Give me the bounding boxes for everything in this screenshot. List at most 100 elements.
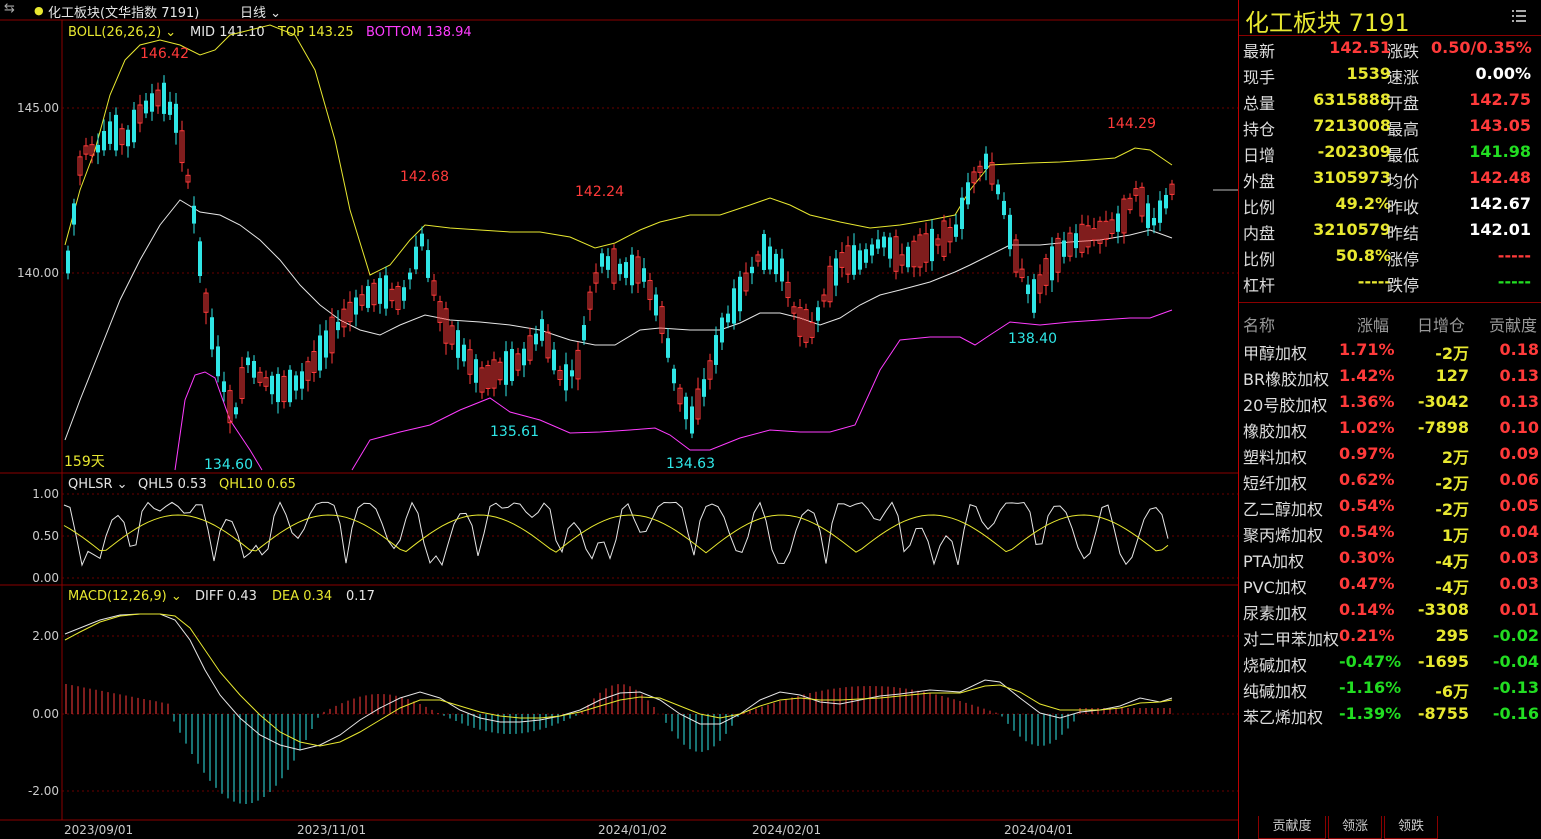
candle-body	[137, 104, 143, 124]
contribution-row[interactable]: 纯碱加权 -1.16% -6万 -0.13	[1239, 678, 1541, 704]
contract-oi-change: -4万	[1435, 552, 1469, 571]
date-label: 2024/04/01	[1004, 823, 1073, 837]
contract-oi-change: -1695	[1417, 652, 1469, 671]
quote-label: 外盘	[1243, 172, 1276, 191]
candle-body	[899, 254, 905, 266]
candle-body	[720, 317, 724, 343]
candle-body	[443, 308, 449, 344]
days-label: 159天	[64, 454, 105, 470]
candle-body	[858, 250, 862, 270]
candle-body	[497, 361, 503, 381]
tab-leading-gainers[interactable]: 领涨	[1328, 816, 1382, 839]
high-annotation: 142.24	[575, 184, 624, 200]
contract-oi-change: -6万	[1435, 682, 1469, 701]
candle-body	[192, 205, 196, 224]
candle-body	[300, 371, 304, 389]
period-selector[interactable]: 日线 ⌄	[240, 6, 282, 21]
contract-name: 甲醇加权	[1243, 344, 1308, 363]
contract-change: 0.30%	[1339, 548, 1395, 567]
chart-area[interactable]: 145.00 140.00 1.00 0.50 0.00 2.00 0.00 -…	[0, 0, 1238, 839]
boll-mid: MID 141.10	[190, 25, 265, 40]
col-oi-header[interactable]: 日增仓	[1417, 316, 1466, 335]
candle-body	[774, 253, 778, 275]
quote-row: 总量 6315888 开盘 142.75	[1239, 90, 1541, 116]
menu-icon[interactable]	[1511, 8, 1529, 24]
contract-change: 0.62%	[1339, 470, 1395, 489]
candle-body	[378, 278, 382, 304]
arrows-icon[interactable]: ⇆	[4, 1, 15, 16]
candle-body	[618, 263, 622, 275]
contract-name: 尿素加权	[1243, 604, 1308, 623]
candle-body	[954, 224, 958, 237]
contract-oi-change: 2万	[1441, 448, 1469, 467]
candle-body	[702, 379, 706, 397]
contribution-row[interactable]: 聚丙烯加权 0.54% 1万 0.04	[1239, 522, 1541, 548]
contribution-row[interactable]: 烧碱加权 -0.47% -1695 -0.04	[1239, 652, 1541, 678]
candle-body	[384, 275, 388, 309]
contract-contribution: -0.04	[1492, 652, 1539, 671]
contribution-row[interactable]: 尿素加权 0.14% -3308 0.01	[1239, 600, 1541, 626]
quote-row: 比例 50.8% 涨停 -----	[1239, 246, 1541, 272]
candle-body	[821, 294, 827, 302]
col-name-header[interactable]: 名称	[1243, 316, 1276, 335]
contract-contribution: 0.10	[1499, 418, 1539, 437]
boll-top-line	[64, 24, 1173, 276]
candle-body	[1074, 233, 1078, 249]
candle-body	[1055, 237, 1061, 273]
contract-name: PTA加权	[1243, 552, 1305, 571]
contribution-row[interactable]: 甲醇加权 1.71% -2万 0.18	[1239, 340, 1541, 366]
contribution-row[interactable]: 苯乙烯加权 -1.39% -8755 -0.16	[1239, 704, 1541, 730]
contribution-row[interactable]: 塑料加权 0.97% 2万 0.09	[1239, 444, 1541, 470]
contract-change: 0.97%	[1339, 444, 1395, 463]
contribution-row[interactable]: 短纤加权 0.62% -2万 0.06	[1239, 470, 1541, 496]
contract-name: 聚丙烯加权	[1243, 526, 1324, 545]
col-chg-header[interactable]: 涨幅	[1357, 316, 1390, 335]
candle-body	[83, 145, 89, 155]
quote-value: 142.75	[1469, 90, 1531, 109]
candle-body	[876, 239, 880, 249]
date-label: 2023/09/01	[64, 823, 133, 837]
candle-body	[114, 114, 118, 151]
quote-label: 比例	[1243, 250, 1276, 269]
quote-value: 142.48	[1469, 168, 1531, 187]
quote-value: -----	[1497, 246, 1531, 265]
candle-body	[108, 121, 112, 144]
date-label: 2023/11/01	[297, 823, 366, 837]
col-contrib-header[interactable]: 贡献度	[1489, 316, 1538, 335]
candle-body	[366, 286, 370, 308]
quote-label: 开盘	[1387, 94, 1420, 113]
candle-body	[1158, 200, 1162, 223]
qhl5-line	[63, 501, 1169, 567]
contribution-row[interactable]: BR橡胶加权 1.42% 127 0.13	[1239, 366, 1541, 392]
contract-change: -1.39%	[1339, 704, 1402, 723]
contract-name: 乙二醇加权	[1243, 500, 1324, 519]
contribution-row[interactable]: 乙二醇加权 0.54% -2万 0.05	[1239, 496, 1541, 522]
contribution-row[interactable]: PVC加权 0.47% -4万 0.03	[1239, 574, 1541, 600]
candle-body	[354, 297, 358, 315]
diff-line	[64, 613, 1173, 751]
contribution-row[interactable]: PTA加权 0.30% -4万 0.03	[1239, 548, 1541, 574]
contribution-row[interactable]: 橡胶加权 1.02% -7898 0.10	[1239, 418, 1541, 444]
candle-body	[1164, 194, 1168, 209]
candle-body	[395, 285, 401, 311]
contract-contribution: 0.06	[1499, 470, 1539, 489]
low-annotation: 134.63	[666, 456, 715, 472]
quote-panel: 化工板块 7191 最新 142.51 涨跌 0.50/0.35% 现手 1539 速涨 0.…	[1238, 0, 1541, 839]
candle-body	[527, 335, 533, 361]
contribution-row[interactable]: 对二甲苯加权 0.21% 295 -0.02	[1239, 626, 1541, 652]
quote-label: 跌停	[1387, 276, 1420, 295]
quote-label: 昨收	[1387, 198, 1420, 217]
qhlsr-label: QHLSR ⌄	[68, 477, 128, 492]
candle-body	[77, 156, 83, 176]
tab-contribution[interactable]: 贡献度	[1258, 816, 1326, 839]
candle-body	[960, 197, 964, 230]
candle-body	[768, 246, 772, 270]
candle-body	[684, 396, 688, 420]
contribution-row[interactable]: 20号胶加权 1.36% -3042 0.13	[1239, 392, 1541, 418]
quote-value: 49.2%	[1335, 194, 1391, 213]
contract-oi-change: -3042	[1417, 392, 1469, 411]
high-annotation: 146.42	[140, 46, 189, 62]
candle-body	[714, 335, 718, 365]
candle-body	[570, 370, 574, 377]
tab-leading-losers[interactable]: 领跌	[1384, 816, 1438, 839]
